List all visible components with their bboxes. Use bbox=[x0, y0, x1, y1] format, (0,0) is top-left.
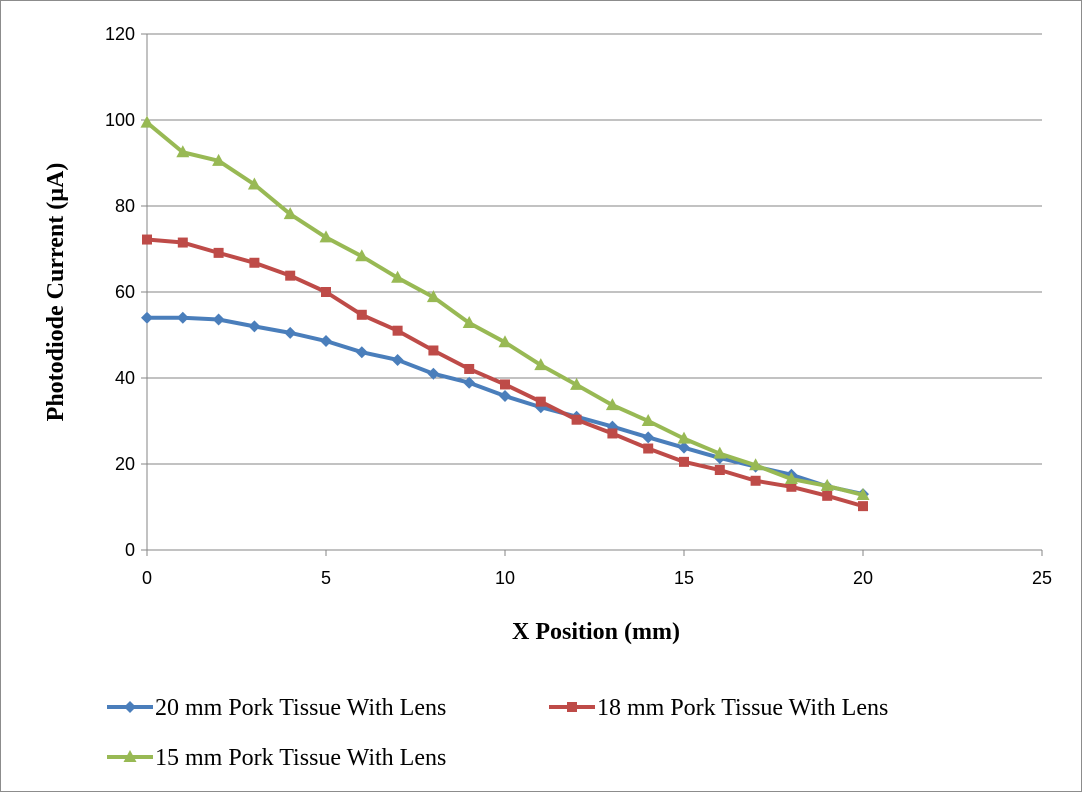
data-point bbox=[247, 177, 261, 190]
data-point bbox=[641, 414, 655, 426]
data-point bbox=[284, 326, 297, 339]
data-point bbox=[820, 478, 834, 491]
data-point bbox=[784, 472, 798, 485]
data-point bbox=[500, 379, 510, 390]
data-point bbox=[176, 145, 190, 158]
data-point bbox=[176, 311, 189, 324]
data-point bbox=[356, 309, 367, 320]
data-point bbox=[607, 428, 618, 439]
legend-marker bbox=[567, 702, 577, 712]
data-point bbox=[713, 446, 727, 459]
data-point bbox=[355, 249, 369, 262]
data-point bbox=[428, 345, 439, 356]
data-point bbox=[321, 287, 331, 297]
data-point bbox=[605, 398, 619, 411]
data-point bbox=[750, 475, 761, 486]
y-tick-label: 120 bbox=[105, 24, 135, 44]
series-3 bbox=[140, 115, 870, 500]
x-tick-label: 15 bbox=[674, 568, 694, 588]
y-tick-label: 20 bbox=[115, 454, 135, 474]
data-point bbox=[499, 390, 511, 403]
data-point bbox=[248, 320, 261, 333]
data-point bbox=[426, 290, 440, 303]
data-point bbox=[498, 335, 512, 348]
data-point bbox=[643, 443, 654, 454]
data-point bbox=[571, 414, 582, 425]
x-tick-label: 0 bbox=[142, 568, 152, 588]
data-point bbox=[392, 325, 403, 336]
data-point bbox=[786, 481, 797, 492]
y-tick-label: 60 bbox=[115, 282, 135, 302]
data-point bbox=[427, 367, 440, 380]
data-point bbox=[213, 247, 224, 258]
data-point bbox=[249, 257, 260, 268]
y-tick-label: 80 bbox=[115, 196, 135, 216]
data-point bbox=[534, 358, 548, 371]
data-point bbox=[749, 458, 763, 471]
data-point bbox=[714, 465, 725, 476]
data-point bbox=[679, 456, 689, 467]
x-tick-label: 5 bbox=[321, 568, 331, 588]
data-point bbox=[570, 377, 584, 390]
data-point bbox=[285, 270, 296, 281]
data-point bbox=[858, 501, 868, 512]
data-point bbox=[142, 234, 152, 245]
data-point bbox=[140, 115, 154, 128]
data-point bbox=[141, 311, 153, 324]
x-tick-label: 20 bbox=[853, 568, 873, 588]
data-point bbox=[283, 207, 297, 220]
data-point bbox=[464, 363, 475, 374]
y-tick-label: 0 bbox=[125, 540, 135, 560]
data-point bbox=[678, 441, 690, 454]
x-tick-label: 25 bbox=[1032, 568, 1052, 588]
legend-marker bbox=[124, 701, 136, 713]
data-point bbox=[177, 237, 188, 248]
data-point bbox=[391, 270, 405, 283]
legend-marker bbox=[123, 750, 137, 762]
axes: 0 20 40 60 80 100 120 0 5 10 15 20 25 bbox=[105, 24, 1052, 588]
data-point bbox=[462, 315, 476, 328]
y-axis-title: Photodiode Current (µA) bbox=[43, 163, 69, 422]
legend: 20 mm Pork Tissue With Lens 18 mm Pork Ti… bbox=[107, 695, 888, 771]
gridlines bbox=[147, 33, 1042, 465]
legend-item: 18 mm Pork Tissue With Lens bbox=[549, 695, 888, 721]
legend-label: 18 mm Pork Tissue With Lens bbox=[597, 695, 888, 721]
data-point bbox=[355, 346, 368, 359]
data-point bbox=[642, 431, 655, 444]
y-tick-label: 100 bbox=[105, 110, 135, 130]
data-point bbox=[212, 153, 226, 166]
data-point bbox=[677, 431, 691, 444]
data-point bbox=[535, 396, 546, 407]
data-point bbox=[822, 490, 833, 501]
data-point bbox=[319, 230, 333, 243]
y-tick-label: 40 bbox=[115, 368, 135, 388]
data-point bbox=[391, 353, 404, 366]
legend-item: 15 mm Pork Tissue With Lens bbox=[107, 745, 446, 771]
data-point bbox=[856, 487, 870, 500]
legend-label: 15 mm Pork Tissue With Lens bbox=[155, 745, 446, 771]
x-tick-label: 10 bbox=[495, 568, 515, 588]
series-2 bbox=[142, 234, 868, 512]
data-point bbox=[320, 335, 332, 348]
x-axis-title: X Position (mm) bbox=[512, 619, 680, 645]
legend-item: 20 mm Pork Tissue With Lens bbox=[107, 695, 446, 721]
data-point bbox=[212, 313, 225, 326]
legend-label: 20 mm Pork Tissue With Lens bbox=[155, 695, 446, 721]
series bbox=[140, 115, 870, 512]
data-point bbox=[463, 376, 476, 389]
